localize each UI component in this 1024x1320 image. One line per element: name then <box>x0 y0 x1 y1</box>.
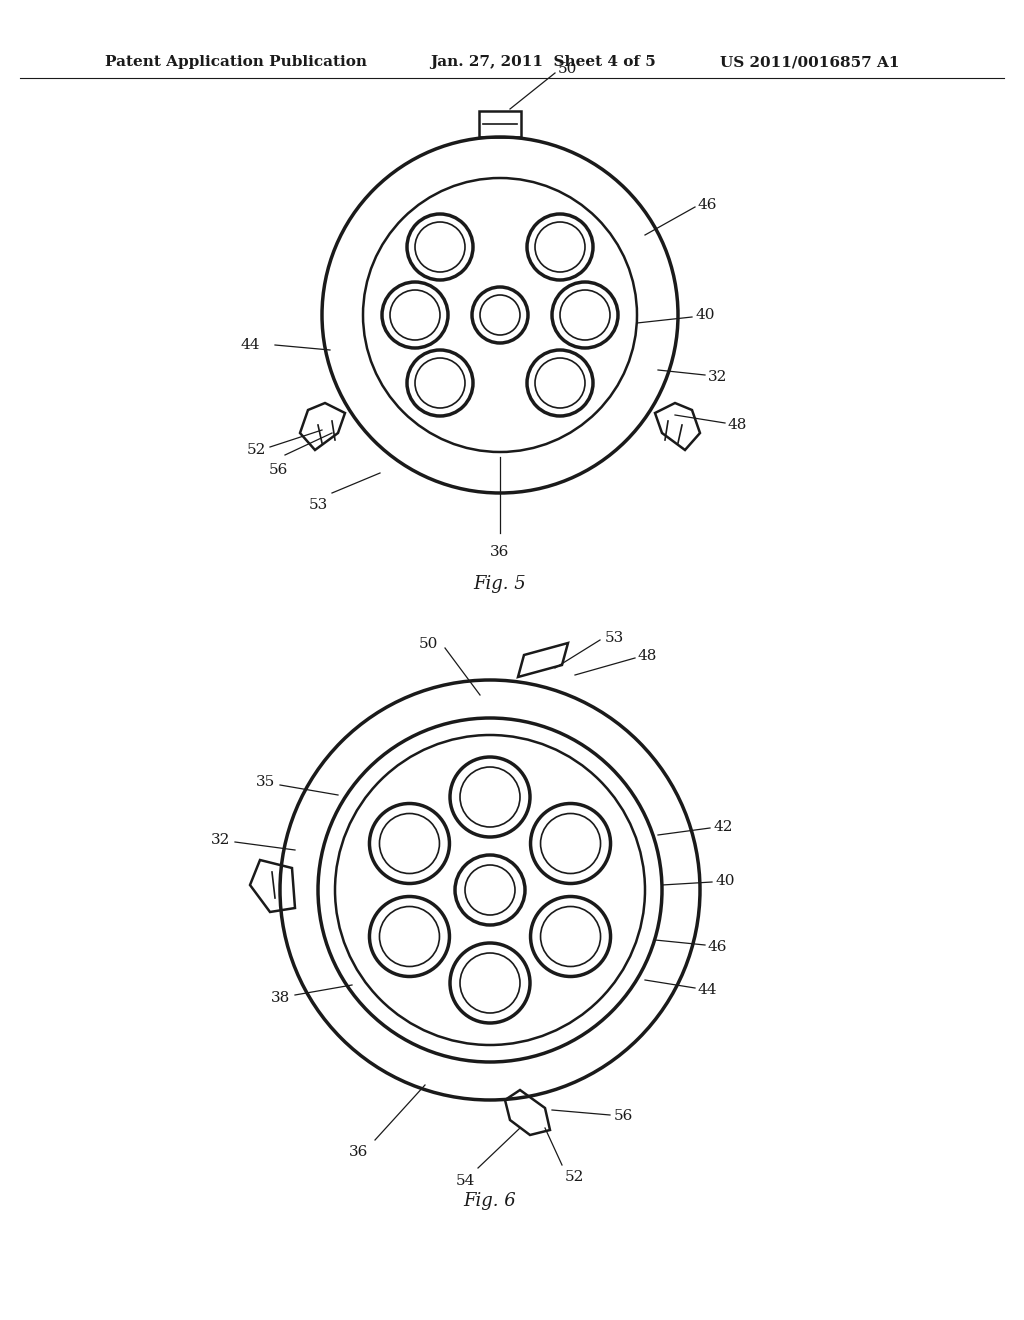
Text: 32: 32 <box>708 370 727 384</box>
Text: 44: 44 <box>698 983 718 997</box>
Text: 53: 53 <box>309 498 328 512</box>
Text: Jan. 27, 2011  Sheet 4 of 5: Jan. 27, 2011 Sheet 4 of 5 <box>430 55 655 69</box>
Text: 40: 40 <box>716 874 735 888</box>
Text: 32: 32 <box>211 833 230 847</box>
Text: 46: 46 <box>698 198 718 213</box>
Text: 44: 44 <box>241 338 260 352</box>
Text: 52: 52 <box>565 1170 585 1184</box>
Text: 35: 35 <box>256 775 275 789</box>
Bar <box>479 111 521 137</box>
Text: Patent Application Publication: Patent Application Publication <box>105 55 367 69</box>
Text: 46: 46 <box>708 940 727 954</box>
Text: 50: 50 <box>558 62 578 77</box>
Text: 50: 50 <box>419 638 438 651</box>
Text: 40: 40 <box>695 308 715 322</box>
Text: Fig. 5: Fig. 5 <box>474 576 526 593</box>
Text: 38: 38 <box>270 991 290 1005</box>
Text: 52: 52 <box>247 444 266 457</box>
Text: 42: 42 <box>714 820 733 834</box>
Text: US 2011/0016857 A1: US 2011/0016857 A1 <box>720 55 899 69</box>
Text: 48: 48 <box>638 649 657 663</box>
Text: 36: 36 <box>490 545 510 558</box>
Text: 53: 53 <box>605 631 625 645</box>
Text: 36: 36 <box>348 1144 368 1159</box>
Text: 48: 48 <box>728 418 748 432</box>
Text: 56: 56 <box>614 1109 634 1123</box>
Text: Fig. 6: Fig. 6 <box>464 1192 516 1210</box>
Text: 54: 54 <box>456 1173 475 1188</box>
Text: 56: 56 <box>268 463 288 477</box>
